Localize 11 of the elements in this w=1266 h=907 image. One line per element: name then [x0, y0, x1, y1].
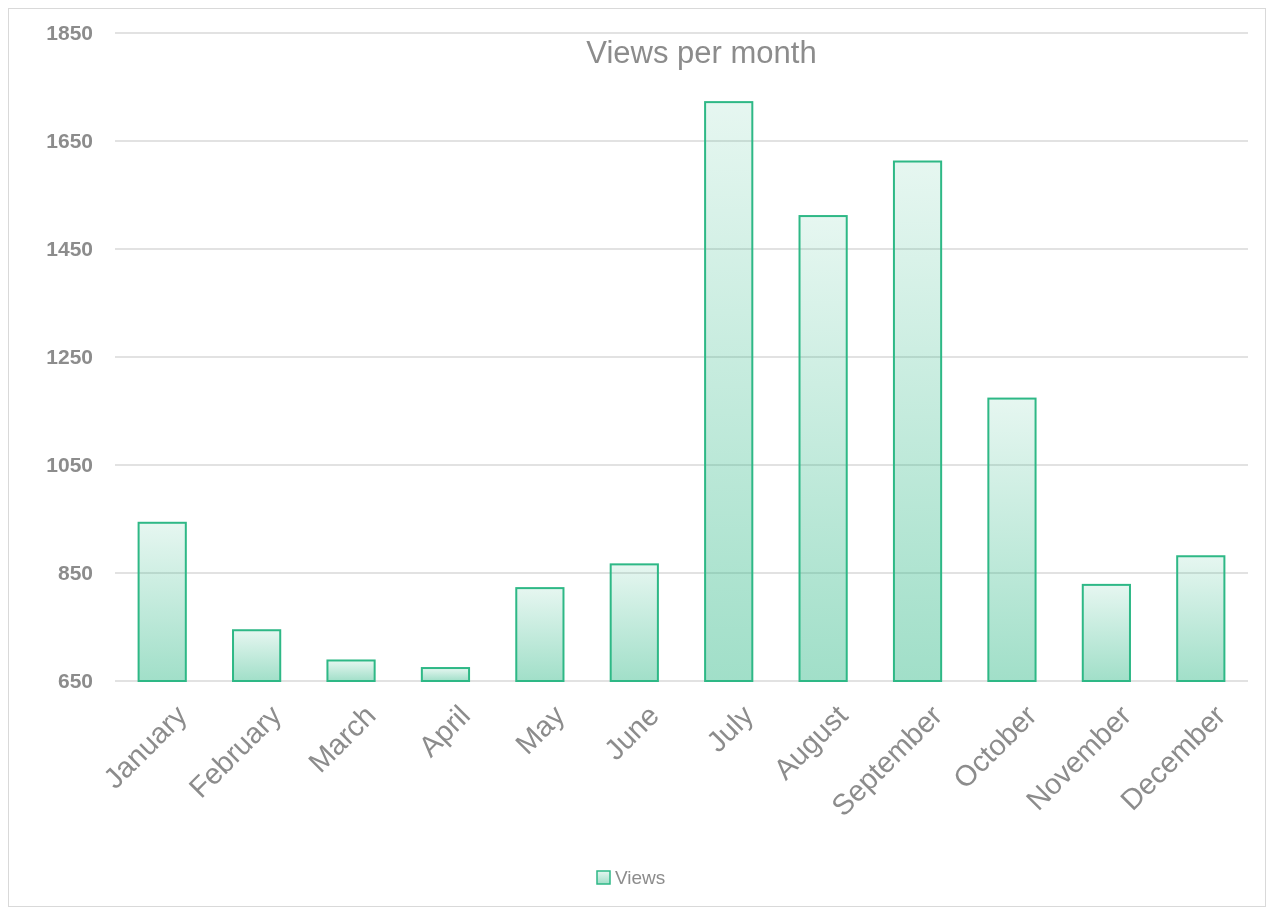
chart-title: Views per month: [586, 35, 817, 70]
y-tick-label: 1050: [46, 453, 93, 477]
y-tick-label: 650: [57, 669, 93, 693]
y-tick-label: 1450: [46, 237, 93, 261]
legend-label: Views: [615, 866, 666, 888]
x-tick-label: May: [509, 698, 571, 761]
y-tick-label: 1650: [46, 129, 93, 153]
y-tick-label: 1850: [46, 21, 93, 45]
y-tick-label: 850: [57, 561, 93, 585]
y-tick-label: 1250: [46, 345, 93, 369]
x-tick-label: July: [700, 698, 760, 759]
